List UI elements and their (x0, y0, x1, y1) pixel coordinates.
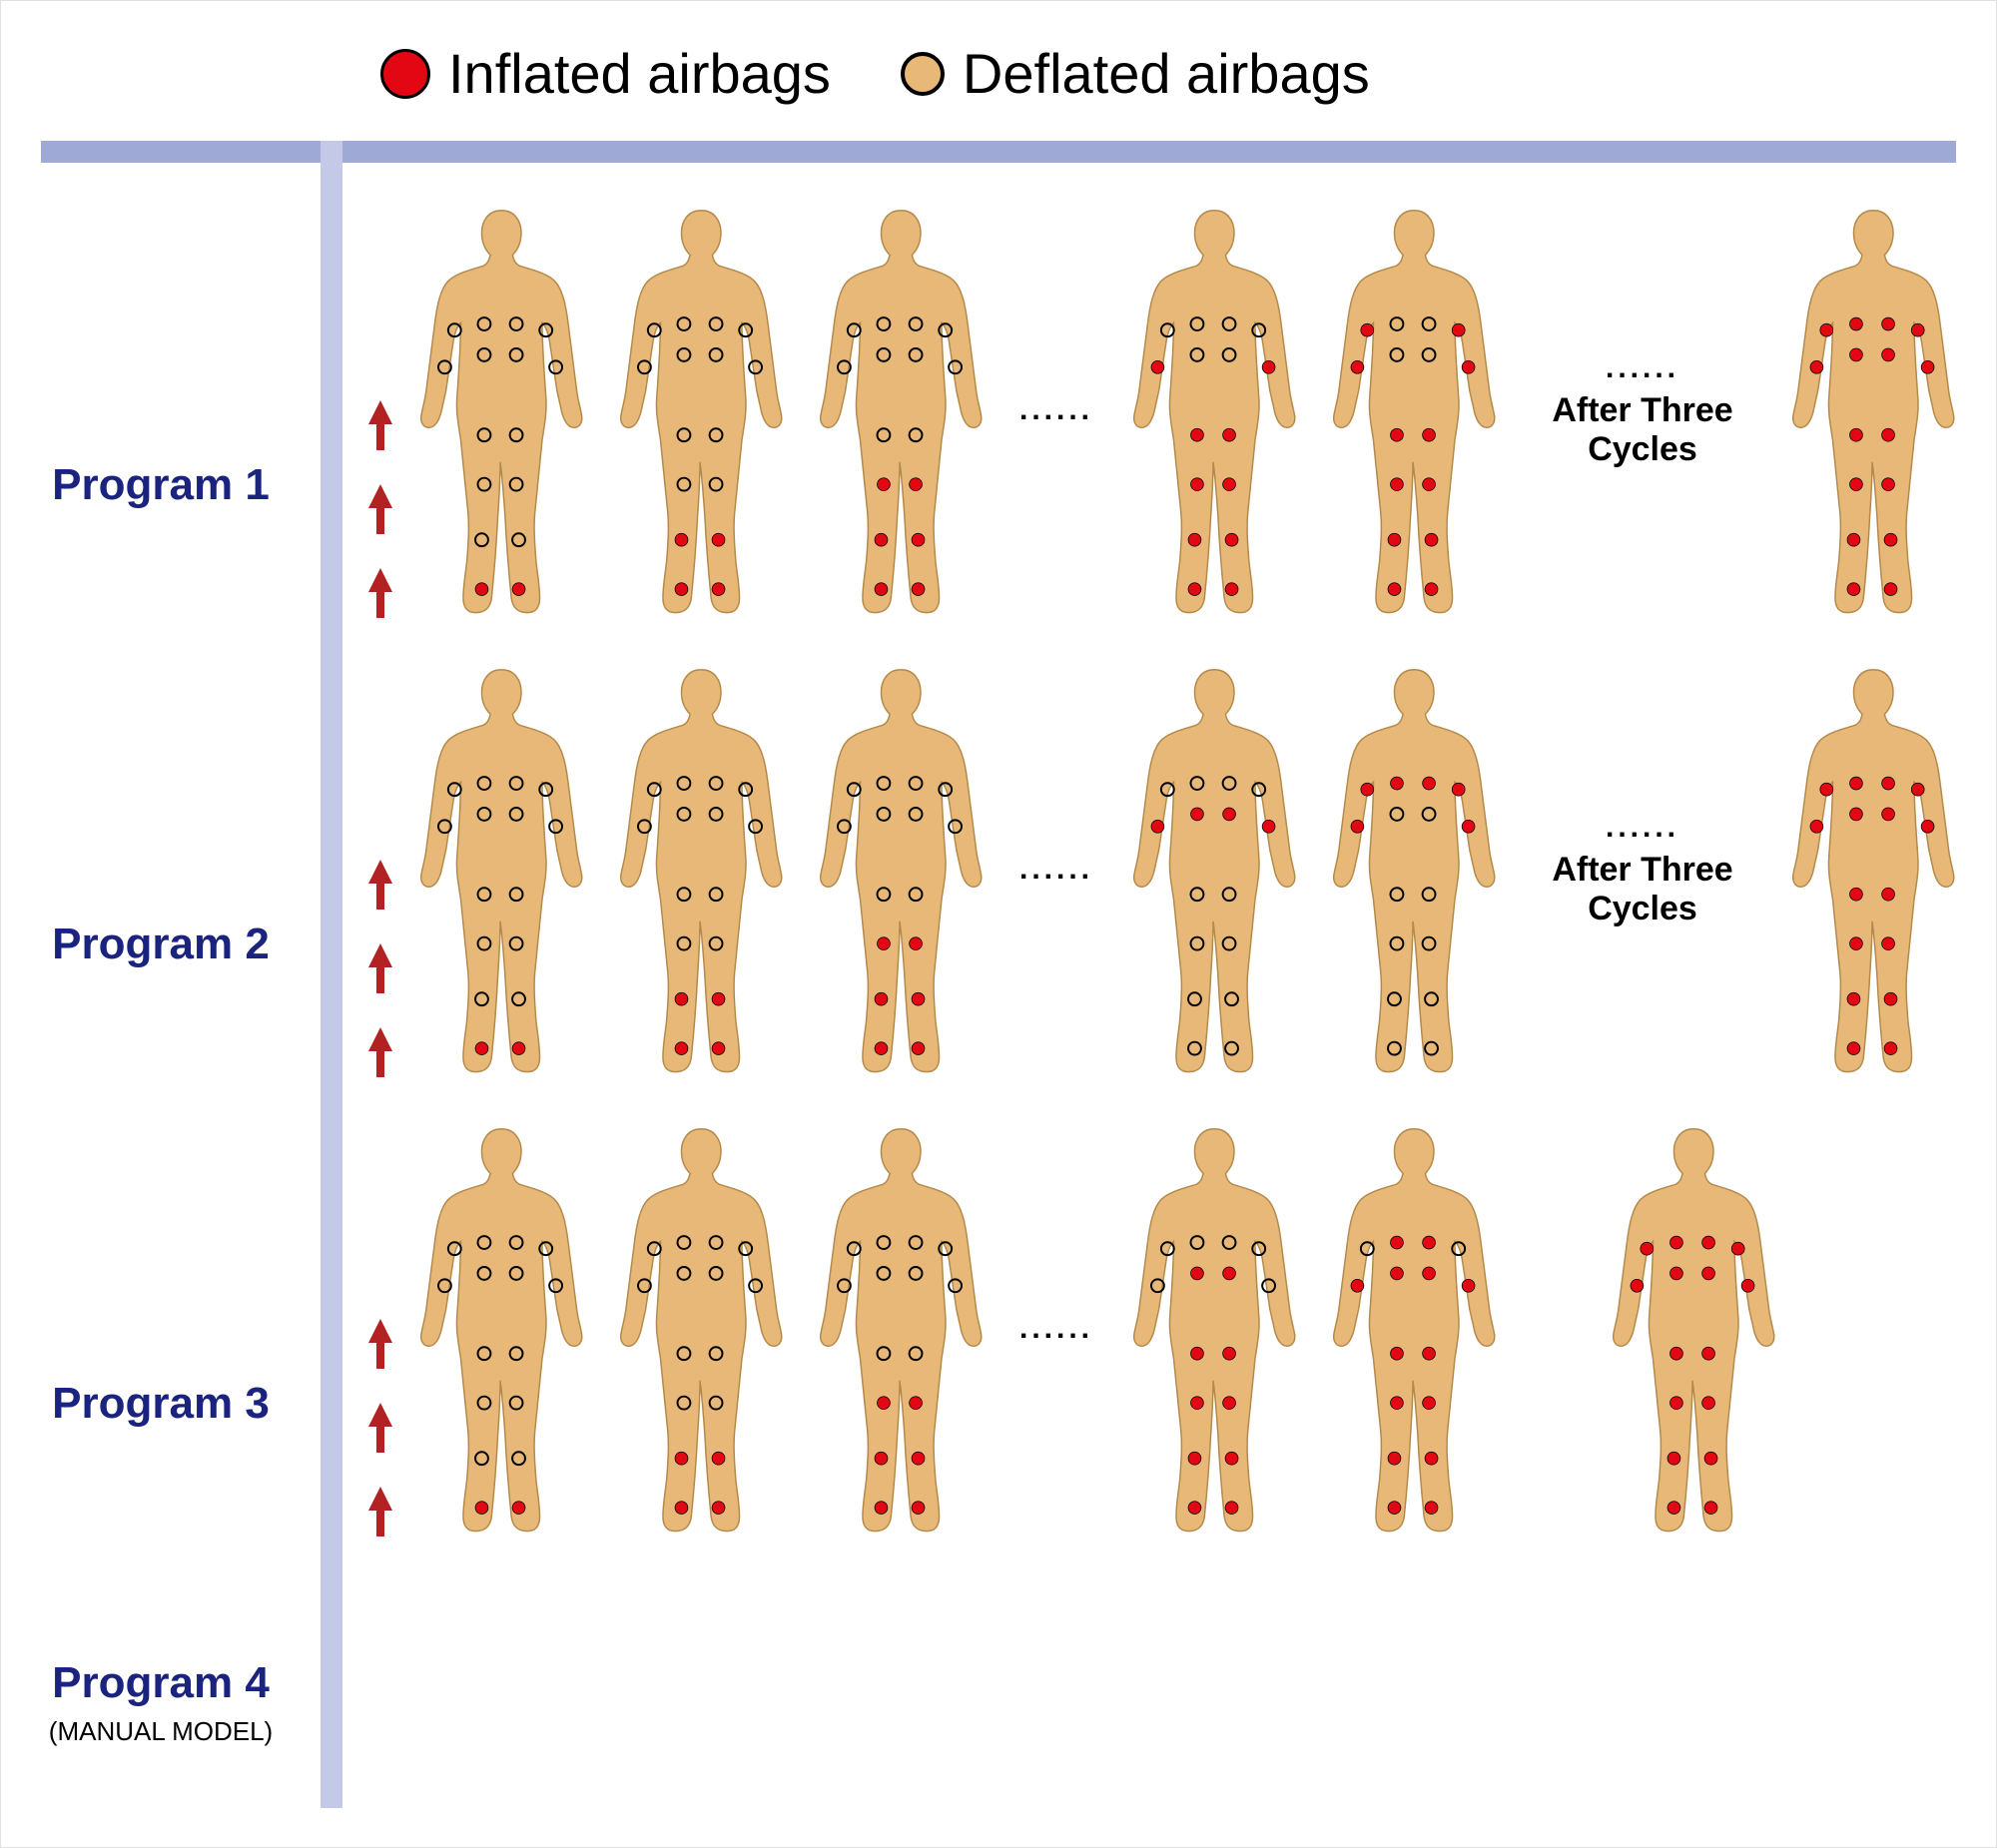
program-title: Program 3 (1, 1379, 321, 1429)
program-title: Program 1 (1, 460, 321, 510)
body-figure (1113, 660, 1313, 1079)
cycle-label-block: ...... After Three Cycles (1513, 811, 1772, 928)
body-figure (1313, 660, 1513, 1079)
after-cycles-label: After Three Cycles (1513, 391, 1772, 469)
arrow-up-icon (368, 400, 392, 424)
body-figure (800, 201, 999, 620)
direction-arrows (360, 400, 400, 592)
legend-deflated-label: Deflated airbags (963, 41, 1370, 106)
arrow-up-icon (368, 943, 392, 967)
direction-arrows (360, 1319, 400, 1511)
program-title: Program 2 (1, 920, 321, 969)
arrow-up-icon (368, 1403, 392, 1427)
legend-deflated: Deflated airbags (901, 41, 1370, 106)
arrow-up-icon (368, 1027, 392, 1051)
arrow-up-icon (368, 860, 392, 884)
arrow-up-icon (368, 1487, 392, 1511)
ellipsis: ...... (1606, 351, 1679, 385)
body-figure (1113, 1119, 1313, 1539)
program-row: ...... (400, 1119, 1792, 1539)
program-title: Program 4 (1, 1658, 321, 1708)
after-cycles-label: After Three Cycles (1513, 851, 1772, 928)
arrow-up-icon (368, 1319, 392, 1343)
arrow-up-icon (368, 568, 392, 592)
page: Inflated airbags Deflated airbags Progra… (0, 0, 1997, 1848)
deflated-dot-icon (901, 52, 945, 96)
body-figure (600, 660, 800, 1079)
ellipsis: ...... (1019, 393, 1093, 427)
ellipsis: ...... (1019, 1312, 1093, 1346)
body-figure (600, 201, 800, 620)
program-label: Program 2 (1, 920, 321, 969)
body-figure (400, 201, 600, 620)
body-figure (400, 660, 600, 1079)
legend: Inflated airbags Deflated airbags (380, 41, 1370, 106)
program-label: Program 3 (1, 1379, 321, 1429)
legend-inflated: Inflated airbags (380, 41, 831, 106)
body-figure (1113, 201, 1313, 620)
body-figure (400, 1119, 600, 1539)
body-figure (1313, 1119, 1513, 1539)
body-figure (800, 660, 999, 1079)
program-row: ...... ...... After Three Cycles (400, 201, 1972, 620)
legend-inflated-label: Inflated airbags (448, 41, 831, 106)
direction-arrows (360, 860, 400, 1051)
program-label: Program 1 (1, 460, 321, 510)
ellipsis: ...... (1606, 811, 1679, 845)
vertical-divider (321, 141, 342, 1808)
ellipsis: ...... (1019, 853, 1093, 887)
program-label: Program 4 (MANUAL MODEL) (1, 1658, 321, 1747)
body-figure (800, 1119, 999, 1539)
program-row: ...... ...... After Three Cycles (400, 660, 1972, 1079)
body-figure (1313, 201, 1513, 620)
arrow-up-icon (368, 484, 392, 508)
body-figure (1772, 201, 1972, 620)
body-figure (1593, 1119, 1792, 1539)
inflated-dot-icon (380, 49, 430, 99)
body-figure (600, 1119, 800, 1539)
program-subtitle: (MANUAL MODEL) (1, 1716, 321, 1747)
cycle-label-block: ...... After Three Cycles (1513, 351, 1772, 469)
body-figure (1772, 660, 1972, 1079)
